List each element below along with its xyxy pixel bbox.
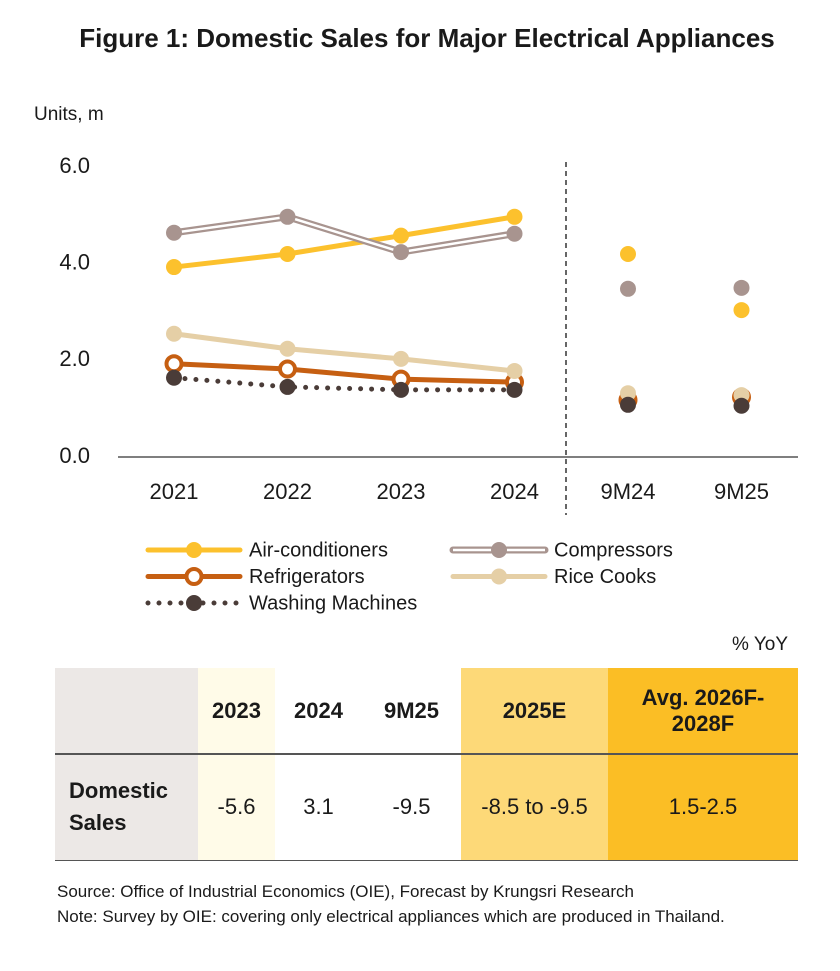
table-unit: % YoY xyxy=(732,634,788,655)
data-point xyxy=(506,381,523,398)
y-tick-label: 0.0 xyxy=(59,443,90,468)
table-cell: -5.6 xyxy=(198,754,275,860)
data-point xyxy=(166,259,182,276)
data-point xyxy=(186,542,202,558)
y-tick-label: 6.0 xyxy=(59,153,90,178)
data-point xyxy=(166,369,182,386)
data-point xyxy=(733,302,750,319)
data-point xyxy=(491,542,507,558)
table-cell: 1.5-2.5 xyxy=(608,754,798,860)
footnote: Note: Survey by OIE: covering only elect… xyxy=(57,907,725,926)
data-point xyxy=(166,325,182,342)
chart: Figure 1: Domestic Sales for Major Elect… xyxy=(34,23,798,614)
series-line xyxy=(171,331,517,374)
data-point xyxy=(164,354,184,374)
legend-label: Air-conditioners xyxy=(249,539,388,561)
source-note: Source: Office of Industrial Economics (… xyxy=(57,882,634,901)
x-tick-label: 2023 xyxy=(377,479,426,504)
series-line xyxy=(171,361,517,385)
table-cell: 9M25 xyxy=(362,668,461,754)
chart-title: Figure 1: Domestic Sales for Major Elect… xyxy=(79,23,775,53)
data-point xyxy=(620,280,636,297)
data-point xyxy=(393,244,409,261)
data-point xyxy=(491,568,507,585)
table-cell: 2023 xyxy=(198,668,275,754)
data-point xyxy=(733,397,750,414)
legend-item: Air-conditioners xyxy=(145,539,388,561)
table-cell: Avg. 2026F-2028F xyxy=(608,668,798,754)
legend-label: Rice Cooks xyxy=(554,566,656,588)
data-point xyxy=(506,225,523,242)
x-tick-label: 2021 xyxy=(150,479,199,504)
y-tick-label: 4.0 xyxy=(59,249,90,274)
series xyxy=(166,208,750,319)
x-tick-label: 2022 xyxy=(263,479,312,504)
data-point xyxy=(279,208,296,225)
data-point xyxy=(279,246,296,262)
data-point xyxy=(733,279,750,296)
data-point xyxy=(620,246,636,262)
x-tick-label: 2024 xyxy=(490,479,539,504)
table-cell: 2024 xyxy=(275,668,362,754)
data-point xyxy=(393,350,409,367)
series-line-inner xyxy=(173,215,515,254)
legend-item: Rice Cooks xyxy=(450,566,656,588)
data-point xyxy=(620,385,636,402)
legend-item: Washing Machines xyxy=(145,592,417,614)
x-tick-label: 9M24 xyxy=(600,479,655,504)
legend-item: Compressors xyxy=(449,539,673,561)
y-axis-label: Units, m xyxy=(34,104,104,125)
x-tick-label: 9M25 xyxy=(714,479,769,504)
legend-label: Refrigerators xyxy=(249,566,365,588)
data-point xyxy=(620,396,636,413)
table-cell xyxy=(55,668,198,860)
series-line xyxy=(171,214,517,270)
outlook-table: 2023 2024 9M25 2025E Avg. 2026F-2028F Domesti… xyxy=(55,668,798,861)
table-cell: Domestic Sales xyxy=(69,778,169,835)
data-point xyxy=(279,340,296,357)
data-point xyxy=(279,378,296,395)
series xyxy=(166,325,750,404)
series xyxy=(166,369,750,414)
header-rule xyxy=(55,753,798,755)
legend-item: Refrigerators xyxy=(145,566,365,588)
table-cell: 3.1 xyxy=(275,754,362,860)
table-cell: 2025E xyxy=(461,668,608,754)
series-line xyxy=(171,375,517,393)
data-point xyxy=(184,567,204,586)
legend-label: Washing Machines xyxy=(249,592,417,614)
data-point xyxy=(278,359,297,379)
data-point xyxy=(393,381,409,398)
data-point xyxy=(186,595,202,611)
data-point xyxy=(393,227,409,244)
table-cell: -9.5 xyxy=(362,754,461,860)
table-cell: -8.5 to -9.5 xyxy=(461,754,608,860)
legend-label: Compressors xyxy=(554,539,673,561)
data-point xyxy=(166,224,182,241)
data-point xyxy=(506,362,523,379)
data-point xyxy=(506,208,523,225)
y-tick-label: 2.0 xyxy=(59,346,90,371)
series xyxy=(166,208,750,297)
